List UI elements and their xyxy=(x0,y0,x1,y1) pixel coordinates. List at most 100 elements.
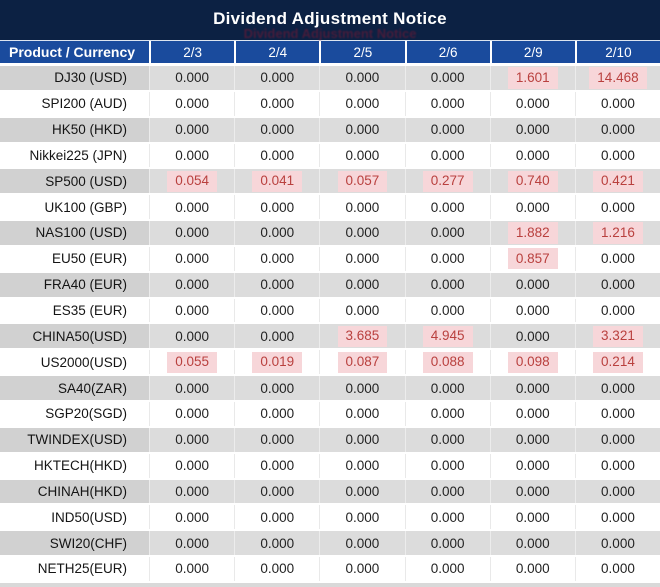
row-label: US2000(USD) xyxy=(0,350,149,375)
value-cell: 0.000 xyxy=(489,195,575,220)
value-cell: 0.740 xyxy=(489,169,575,194)
row-label: SPI200 (AUD) xyxy=(0,91,149,116)
value-cell: 0.000 xyxy=(574,427,660,452)
value-cell: 0.000 xyxy=(234,143,320,168)
value-cell: 0.000 xyxy=(574,143,660,168)
value-cell: 0.000 xyxy=(149,479,235,504)
row-label: NAS100 (USD) xyxy=(0,221,149,245)
highlighted-dividend-value: 0.041 xyxy=(252,170,303,192)
column-header-date: 2/5 xyxy=(319,41,404,63)
value-cell: 0.000 xyxy=(234,453,320,478)
value-cell: 0.000 xyxy=(404,246,490,271)
highlighted-dividend-value: 3.685 xyxy=(337,325,388,347)
value-cell: 0.000 xyxy=(234,479,320,504)
value-cell: 0.000 xyxy=(319,401,405,426)
value-cell: 0.000 xyxy=(149,246,235,271)
value-cell: 0.000 xyxy=(489,91,575,116)
value-cell: 0.000 xyxy=(149,427,235,452)
column-header-row: Product / Currency 2/3 2/4 2/5 2/6 2/9 2/10 xyxy=(0,40,660,66)
table-row: SP500 (USD) 0.054 0.041 0.057 0.277 0.740 0.42… xyxy=(0,169,660,196)
value-cell: 0.000 xyxy=(149,143,235,168)
row-label: TWINDEX(USD) xyxy=(0,427,149,452)
highlighted-dividend-value: 0.740 xyxy=(507,170,558,192)
value-cell: 0.000 xyxy=(149,324,235,349)
value-cell: 0.000 xyxy=(319,143,405,168)
value-cell: 0.000 xyxy=(404,531,490,556)
value-cell: 0.000 xyxy=(149,401,235,426)
value-cell: 0.000 xyxy=(319,376,405,400)
table-row: HK50 (HKD) 0.000 0.000 0.000 0.000 0.000 0.000 xyxy=(0,117,660,144)
value-cell: 0.000 xyxy=(234,246,320,271)
column-header-date: 2/9 xyxy=(489,41,575,63)
row-label: FRA40 (EUR) xyxy=(0,272,149,297)
value-cell: 0.000 xyxy=(574,376,660,400)
table-row: SPI200 (AUD) 0.000 0.000 0.000 0.000 0.000 0.0… xyxy=(0,91,660,118)
value-cell: 0.857 xyxy=(489,246,575,271)
value-cell: 0.000 xyxy=(489,401,575,426)
value-cell: 0.000 xyxy=(574,479,660,504)
value-cell: 0.000 xyxy=(319,505,405,530)
value-cell: 0.000 xyxy=(234,401,320,426)
row-label: SP500 (USD) xyxy=(0,169,149,194)
value-cell: 0.087 xyxy=(319,350,405,375)
highlighted-dividend-value: 0.857 xyxy=(507,248,558,270)
value-cell: 0.019 xyxy=(234,350,320,375)
value-cell: 0.000 xyxy=(234,376,320,400)
value-cell: 3.685 xyxy=(319,324,405,349)
bottom-edge-strip xyxy=(0,583,660,587)
value-cell: 0.055 xyxy=(149,350,235,375)
value-cell: 0.000 xyxy=(489,324,575,349)
value-cell: 0.000 xyxy=(404,479,490,504)
table-row: DJ30 (USD) 0.000 0.000 0.000 0.000 1.601 14.46… xyxy=(0,66,660,92)
value-cell: 0.000 xyxy=(319,246,405,271)
value-cell: 0.000 xyxy=(319,453,405,478)
table-row: SGP20(SGD) 0.000 0.000 0.000 0.000 0.000 0.000 xyxy=(0,401,660,428)
value-cell: 0.041 xyxy=(234,169,320,194)
value-cell: 0.000 xyxy=(489,117,575,142)
value-cell: 0.000 xyxy=(489,505,575,530)
value-cell: 0.000 xyxy=(234,427,320,452)
value-cell: 0.000 xyxy=(489,272,575,297)
value-cell: 0.277 xyxy=(404,169,490,194)
value-cell: 0.000 xyxy=(234,117,320,142)
value-cell: 0.000 xyxy=(574,91,660,116)
value-cell: 0.000 xyxy=(319,479,405,504)
value-cell: 0.000 xyxy=(489,531,575,556)
value-cell: 0.000 xyxy=(319,531,405,556)
value-cell: 0.000 xyxy=(149,557,235,581)
value-cell: 0.000 xyxy=(149,298,235,323)
value-cell: 0.214 xyxy=(574,350,660,375)
value-cell: 0.000 xyxy=(574,246,660,271)
value-cell: 0.000 xyxy=(234,272,320,297)
highlighted-dividend-value: 0.019 xyxy=(252,351,303,373)
value-cell: 1.216 xyxy=(574,221,660,245)
value-cell: 0.000 xyxy=(489,376,575,400)
table-row: UK100 (GBP) 0.000 0.000 0.000 0.000 0.000 0.00… xyxy=(0,195,660,222)
value-cell: 0.000 xyxy=(404,453,490,478)
table-row: SA40(ZAR) 0.000 0.000 0.000 0.000 0.000 0.000 xyxy=(0,376,660,402)
table-row: NETH25(EUR) 0.000 0.000 0.000 0.000 0.000 0.00… xyxy=(0,557,660,583)
value-cell: 0.000 xyxy=(319,66,405,90)
highlighted-dividend-value: 0.088 xyxy=(422,351,473,373)
row-label: DJ30 (USD) xyxy=(0,66,149,90)
value-cell: 0.000 xyxy=(404,221,490,245)
value-cell: 0.000 xyxy=(319,221,405,245)
title-bar: Dividend Adjustment Notice Dividend Adju… xyxy=(0,0,660,41)
value-cell: 0.000 xyxy=(574,117,660,142)
value-cell: 0.000 xyxy=(149,376,235,400)
value-cell: 0.057 xyxy=(319,169,405,194)
value-cell: 0.000 xyxy=(149,531,235,556)
value-cell: 0.000 xyxy=(489,557,575,581)
value-cell: 0.098 xyxy=(489,350,575,375)
value-cell: 0.000 xyxy=(149,117,235,142)
table-row: EU50 (EUR) 0.000 0.000 0.000 0.000 0.857 0.000 xyxy=(0,246,660,273)
column-header-date: 2/6 xyxy=(404,41,490,63)
value-cell: 0.000 xyxy=(319,298,405,323)
table-row: ES35 (EUR) 0.000 0.000 0.000 0.000 0.000 0.000 xyxy=(0,298,660,325)
value-cell: 0.000 xyxy=(404,298,490,323)
value-cell: 1.882 xyxy=(489,221,575,245)
page-title: Dividend Adjustment Notice xyxy=(213,9,447,28)
row-label: EU50 (EUR) xyxy=(0,246,149,271)
value-cell: 0.000 xyxy=(234,505,320,530)
